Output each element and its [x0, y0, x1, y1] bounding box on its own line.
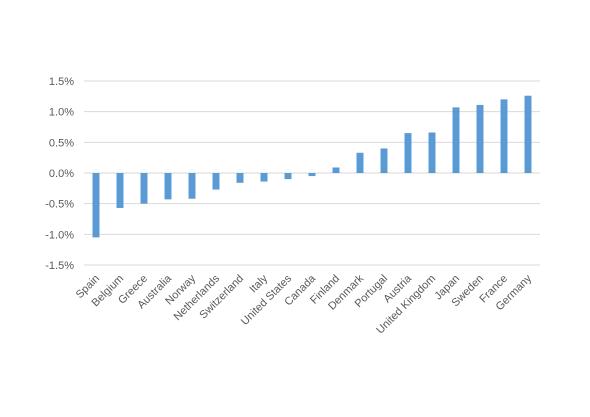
- y-tick-label: -0.5%: [45, 199, 74, 211]
- bar: [476, 104, 484, 173]
- bar: [188, 173, 196, 199]
- bar: [380, 148, 388, 173]
- bar: [92, 173, 100, 238]
- y-tick-label: -1.5%: [45, 260, 74, 272]
- y-tick-label: -1.0%: [45, 229, 74, 241]
- bar: [404, 133, 412, 173]
- bar: [212, 173, 220, 190]
- y-axis-tick-labels: 1.5% 1.0% 0.5% 0.0% -0.5% -1.0% -1.5%: [45, 76, 74, 272]
- bar: [140, 173, 148, 204]
- y-tick-label: 0.5%: [49, 137, 74, 149]
- bar: [500, 99, 508, 173]
- bar: [284, 173, 292, 180]
- x-axis-tick-labels: SpainBelgiumGreeceAustraliaNorwayNetherl…: [74, 272, 535, 336]
- bar: [236, 173, 244, 183]
- bar: [260, 173, 268, 182]
- bar: [428, 132, 436, 173]
- y-tick-label: 1.0%: [49, 107, 74, 119]
- bar: [524, 95, 532, 173]
- gridlines: [84, 80, 540, 266]
- bar: [308, 173, 316, 177]
- bar: [164, 173, 172, 200]
- y-tick-label: 0.0%: [49, 168, 74, 180]
- bar: [452, 107, 460, 173]
- bar: [116, 173, 124, 208]
- bars: [92, 95, 532, 238]
- bar: [332, 167, 340, 173]
- y-tick-label: 1.5%: [49, 76, 74, 88]
- bar: [356, 152, 364, 173]
